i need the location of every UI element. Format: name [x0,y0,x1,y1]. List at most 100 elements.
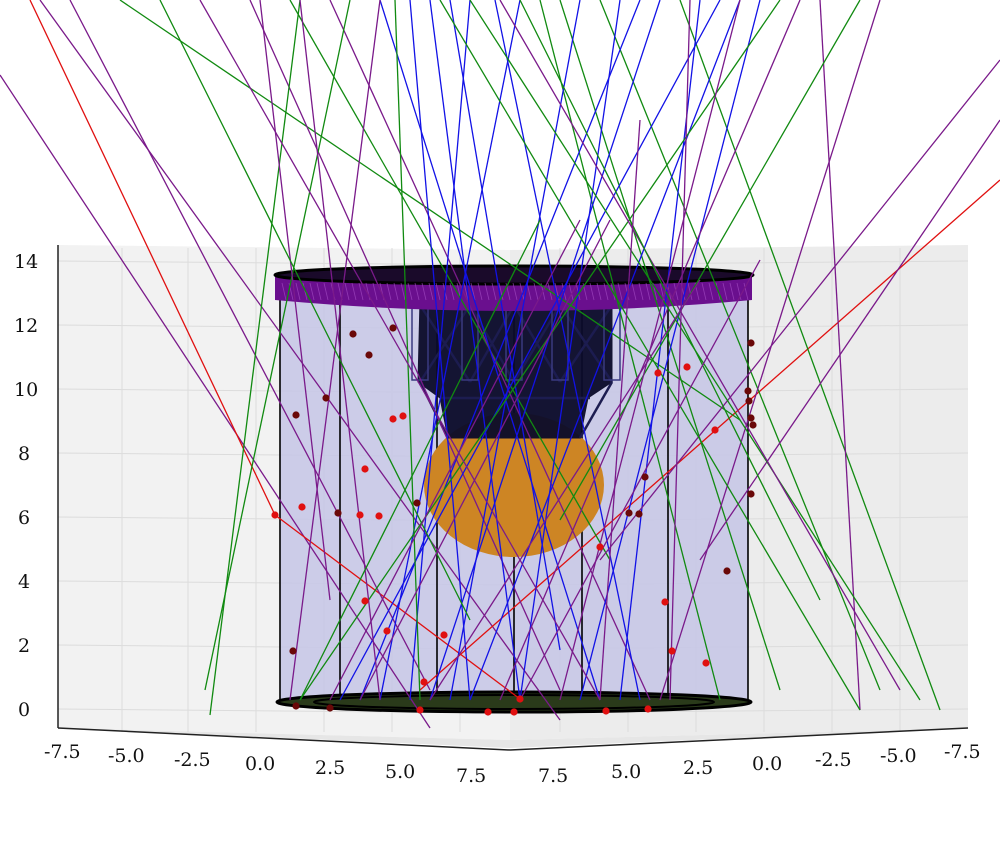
hit-marker [745,397,753,405]
track-line [659,0,881,701]
hit-marker [747,339,755,347]
track-line [559,0,861,521]
hit-marker [668,647,676,655]
track-line [0,74,431,729]
ring-hatch-line [484,282,490,301]
ring-hatch-line [596,282,602,301]
z-tick-label: 12 [14,315,38,337]
z-tick-label: 0 [18,699,30,721]
ring-hatch-line [491,282,497,301]
track-line [579,0,761,701]
hit-marker [510,708,518,716]
track-line [199,0,601,701]
support-structure [411,299,621,439]
track-line [379,0,601,701]
track-line [159,0,471,621]
hit-marker [702,659,710,667]
hit-marker [365,351,373,359]
support-truss [411,304,621,439]
x-tick-label: 7.5 [456,765,486,787]
track-line [679,0,941,711]
ring-hatch-line [638,282,644,301]
z-tick-label: 14 [14,251,38,273]
ring-hatch-line [449,282,455,301]
hit-marker [744,387,752,395]
z-tick-label: 10 [14,379,38,401]
hit-marker [375,512,383,520]
track-line [499,0,901,691]
hit-marker [389,324,397,332]
y-tick-label: 0.0 [752,753,782,775]
hit-marker [383,627,391,635]
support-frame-body [417,299,613,439]
y-axis-line [509,727,969,751]
hit-marker [292,702,300,710]
hit-marker [683,363,691,371]
x-tick-label: 0.0 [245,753,275,775]
x-tick-label: -7.5 [44,741,81,763]
track-line [599,119,641,701]
z-axis-ticks: 0 2 4 6 8 10 12 14 [14,251,38,721]
ring-hatch-line [617,282,623,301]
hit-marker [349,330,357,338]
track-line [359,219,611,701]
hit-marker [602,707,610,715]
track-line [519,0,621,701]
hit-marker [420,678,428,686]
hit-marker [416,706,424,714]
y-tick-label: 2.5 [683,757,713,779]
top-ring [273,264,755,311]
hit-marker [361,597,369,605]
z-tick-label: 6 [18,507,30,529]
hit-marker [635,510,643,518]
grid-line [57,260,511,266]
hit-marker [661,598,669,606]
track-line [559,0,781,691]
y-tick-label: -7.5 [944,741,981,763]
ring-hatch-line [414,282,420,301]
ring-hatch-line [295,282,301,301]
track-line [419,179,1000,691]
hit-marker [289,647,297,655]
track-line [429,0,661,701]
hit-marker [641,473,649,481]
track-line [249,0,561,691]
ring-hatch-line [673,282,679,301]
track-line [204,0,351,691]
central-sphere [424,413,604,557]
ring-hatch-line [743,282,749,301]
ring-hatch-line [358,282,364,301]
track-line [449,0,581,701]
track-line [259,0,331,601]
hit-marker [596,543,604,551]
ring-hatch-line [407,282,413,301]
ring-hatch-line [386,282,392,301]
x-tick-label: -2.5 [174,749,211,771]
ring-hatch-line [323,282,329,301]
track-line [449,0,561,651]
ring-hatch-line [477,282,483,301]
axis-lines [57,245,969,751]
hit-marker [389,415,397,423]
ring-hatch-line [400,282,406,301]
track-line [439,0,861,711]
x-axis-line [57,727,511,751]
ring-hatch-line [645,282,651,301]
hit-marker [723,567,731,575]
ring-hatch-line [722,282,728,301]
y-tick-label: -5.0 [880,745,917,767]
hit-marker [413,499,421,507]
y-tick-label: -2.5 [815,749,852,771]
track-line [669,0,691,701]
z-tick-label: 2 [18,635,30,657]
ring-hatch-line [421,282,427,301]
z-tick-label: 4 [18,571,30,593]
y-tick-label: 5.0 [611,761,641,783]
ring-hatch-line [435,282,441,301]
ring-hatch-line [631,282,637,301]
ring-hatch-line [470,282,476,301]
hit-marker [644,705,652,713]
hit-marker [361,465,369,473]
track-line [119,0,741,421]
ring-hatch-line [526,282,532,301]
